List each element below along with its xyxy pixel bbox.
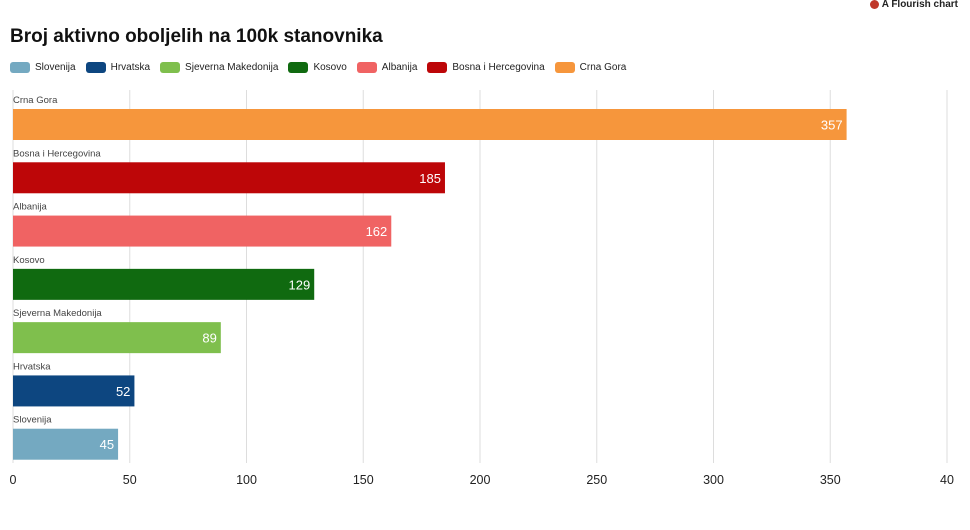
legend-swatch [85, 62, 106, 73]
legend-item[interactable]: Sjeverna Makedonija [160, 62, 278, 73]
legend-label: Bosna i Hercegovina [452, 62, 545, 73]
chart-legend: Slovenija Hrvatska Sjeverna Makedonija Koso… [10, 62, 636, 73]
bar[interactable] [13, 162, 445, 194]
category-label: Slovenija [13, 415, 52, 426]
bar[interactable] [13, 268, 315, 300]
value-label: 52 [116, 384, 130, 399]
category-label: Crna Gora [13, 95, 58, 106]
legend-label: Slovenija [35, 62, 76, 73]
bar[interactable] [13, 428, 119, 460]
category-label: Albanija [13, 202, 48, 213]
legend-swatch [554, 62, 575, 73]
legend-swatch [160, 62, 181, 73]
bar[interactable] [13, 215, 392, 247]
legend-item[interactable]: Bosna i Hercegovina [427, 62, 545, 73]
category-label: Sjeverna Makedonija [13, 308, 102, 319]
legend-label: Kosovo [313, 62, 347, 73]
legend-swatch [288, 62, 309, 73]
x-tick-label: 50 [123, 473, 137, 487]
legend-swatch [427, 62, 448, 73]
value-label: 357 [821, 118, 843, 133]
category-label: Bosna i Hercegovina [13, 148, 101, 159]
flourish-logo-icon [869, 0, 879, 9]
legend-item[interactable]: Kosovo [288, 62, 347, 73]
x-tick-label: 40 [940, 473, 954, 487]
x-tick-label: 350 [820, 473, 841, 487]
legend-label: Albanija [381, 62, 418, 73]
x-tick-label: 100 [236, 473, 257, 487]
value-label: 89 [202, 331, 216, 346]
category-label: Kosovo [13, 255, 45, 266]
category-label: Hrvatska [13, 361, 51, 372]
legend-label: Hrvatska [110, 62, 151, 73]
bar[interactable] [13, 375, 135, 407]
x-tick-label: 250 [586, 473, 607, 487]
flourish-credit-text: A Flourish chart [881, 0, 958, 10]
x-tick-label: 0 [10, 473, 17, 487]
legend-item[interactable]: Albanija [356, 62, 418, 73]
bar[interactable] [13, 322, 221, 354]
bar[interactable] [13, 109, 847, 140]
value-label: 185 [419, 171, 441, 186]
legend-label: Sjeverna Makedonija [185, 62, 279, 73]
legend-item[interactable]: Hrvatska [85, 62, 151, 73]
legend-item[interactable]: Crna Gora [554, 62, 627, 73]
x-tick-label: 150 [353, 473, 374, 487]
legend-swatch [10, 62, 30, 73]
x-tick-label: 300 [703, 473, 724, 487]
flourish-credit[interactable]: A Flourish chart [869, 0, 958, 10]
chart-title: Broj aktivno oboljelih na 100k stanovnik… [10, 26, 383, 47]
value-label: 129 [289, 277, 311, 292]
legend-item[interactable]: Slovenija [10, 62, 76, 73]
legend-swatch [356, 62, 377, 73]
value-label: 45 [100, 437, 114, 452]
legend-label: Crna Gora [579, 62, 627, 73]
x-tick-label: 200 [470, 473, 491, 487]
value-label: 162 [366, 224, 388, 239]
